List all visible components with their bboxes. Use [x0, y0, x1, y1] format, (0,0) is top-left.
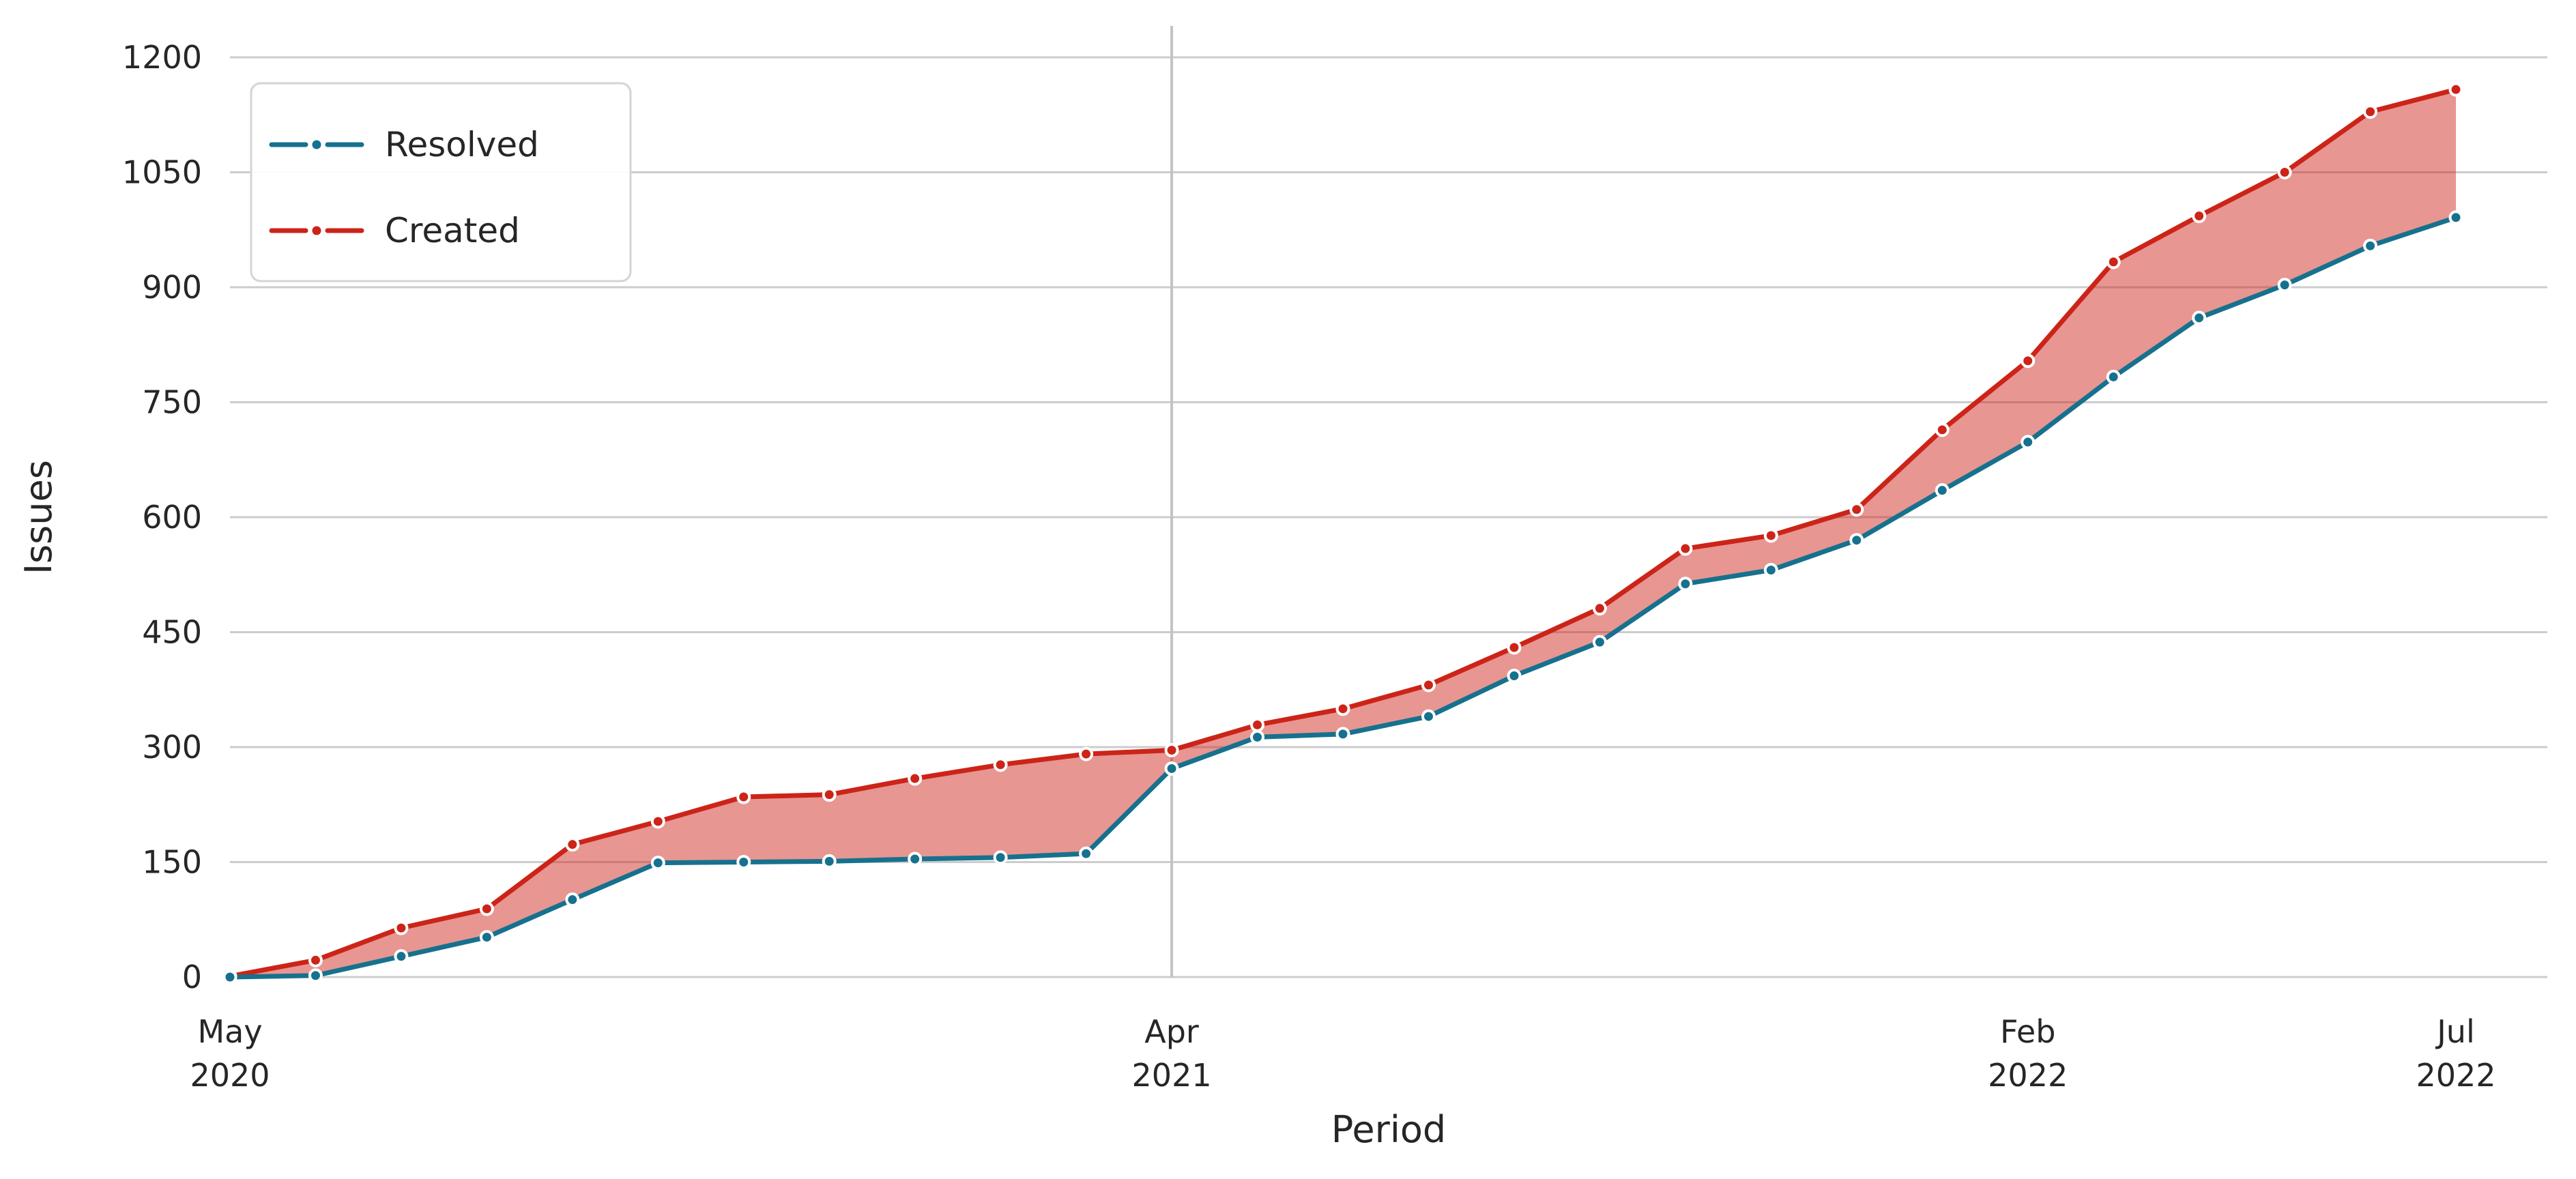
- created-marker: [2021, 353, 2036, 368]
- resolved-marker: [822, 854, 837, 869]
- y-tick-label: 300: [142, 729, 202, 766]
- created-marker: [2363, 104, 2378, 119]
- resolved-marker: [736, 855, 751, 869]
- created-marker: [2277, 165, 2292, 179]
- created-marker-icon: [312, 226, 321, 235]
- created-marker: [1678, 541, 1693, 556]
- resolved-marker: [1678, 577, 1693, 592]
- resolved-marker: [565, 892, 580, 907]
- x-tick-label-year: 2020: [190, 1057, 270, 1094]
- y-tick-label: 1050: [122, 154, 202, 191]
- resolved-marker: [1079, 846, 1094, 861]
- resolved-marker-icon: [312, 140, 321, 149]
- created-marker: [1507, 640, 1522, 655]
- resolved-marker: [993, 850, 1008, 865]
- created-marker: [479, 901, 494, 916]
- created-marker: [2192, 209, 2207, 224]
- x-axis-label: Period: [1331, 1108, 1446, 1151]
- resolved-marker: [908, 852, 923, 867]
- resolved-marker: [1763, 563, 1778, 578]
- created-marker: [1421, 678, 1436, 693]
- created-marker: [2106, 254, 2121, 270]
- series-markers: [222, 82, 2463, 985]
- created-marker: [908, 771, 923, 786]
- legend-label-resolved: Resolved: [385, 125, 539, 164]
- resolved-marker: [2192, 310, 2207, 325]
- resolved-marker: [2448, 210, 2463, 225]
- created-marker: [565, 837, 580, 852]
- resolved-marker: [2021, 435, 2036, 450]
- y-tick-label: 150: [142, 844, 202, 881]
- y-tick-label: 0: [182, 959, 202, 995]
- y-tick-label: 600: [142, 499, 202, 536]
- x-tick-label-month: Apr: [1144, 1013, 1199, 1050]
- resolved-marker: [650, 856, 665, 871]
- created-marker: [1164, 742, 1179, 757]
- created-marker: [993, 757, 1008, 772]
- created-marker: [1592, 601, 1607, 616]
- created-marker: [308, 952, 323, 967]
- created-marker: [1079, 746, 1094, 761]
- created-marker: [394, 920, 409, 935]
- created-marker: [2448, 82, 2463, 97]
- legend-item-created: Created: [269, 211, 520, 250]
- created-marker: [1250, 717, 1265, 732]
- resolved-marker: [1335, 727, 1350, 742]
- created-marker: [1849, 502, 1864, 517]
- x-tick-label-year: 2022: [2416, 1057, 2495, 1094]
- created-marker: [1763, 528, 1778, 543]
- resolved-marker: [1849, 533, 1864, 548]
- created-marker: [1335, 701, 1350, 716]
- resolved-marker: [2106, 369, 2121, 384]
- resolved-marker: [1592, 635, 1607, 650]
- resolved-marker: [1507, 669, 1522, 684]
- resolved-marker: [1935, 483, 1950, 498]
- x-tick-label-month: May: [197, 1013, 262, 1050]
- x-tick-label-year: 2021: [1132, 1057, 1212, 1094]
- x-axis-tick-labels: May 2020 Apr 2021 Feb 2022 Jul 2022: [190, 1013, 2495, 1094]
- x-tick-label-month: Jul: [2435, 1013, 2475, 1050]
- resolved-marker: [1164, 761, 1179, 776]
- legend-label-created: Created: [385, 211, 520, 250]
- created-marker: [1935, 422, 1950, 437]
- resolved-marker: [308, 968, 323, 983]
- y-tick-label: 1200: [122, 39, 202, 76]
- resolved-marker: [479, 930, 494, 945]
- y-tick-label: 450: [142, 614, 202, 651]
- legend-box: [250, 82, 632, 282]
- resolved-marker: [1421, 709, 1436, 724]
- y-tick-label: 750: [142, 384, 202, 421]
- resolved-marker: [2363, 238, 2378, 253]
- x-tick-label-month: Feb: [2000, 1013, 2055, 1050]
- resolved-marker: [2277, 278, 2292, 293]
- gridlines: [230, 56, 2547, 978]
- resolved-marker: [1250, 729, 1265, 744]
- legend: Resolved Created: [250, 82, 632, 282]
- resolved-marker: [394, 949, 409, 964]
- created-marker: [736, 789, 751, 804]
- y-axis-tick-labels: 0 150 300 450 600 750 900 1050 1200: [122, 39, 202, 995]
- x-tick-label-year: 2022: [1988, 1057, 2068, 1094]
- created-marker: [650, 814, 665, 829]
- y-axis-label: Issues: [17, 460, 60, 574]
- y-tick-label: 900: [142, 269, 202, 306]
- created-marker: [822, 787, 837, 802]
- legend-item-resolved: Resolved: [269, 125, 539, 164]
- resolved-marker: [222, 970, 237, 985]
